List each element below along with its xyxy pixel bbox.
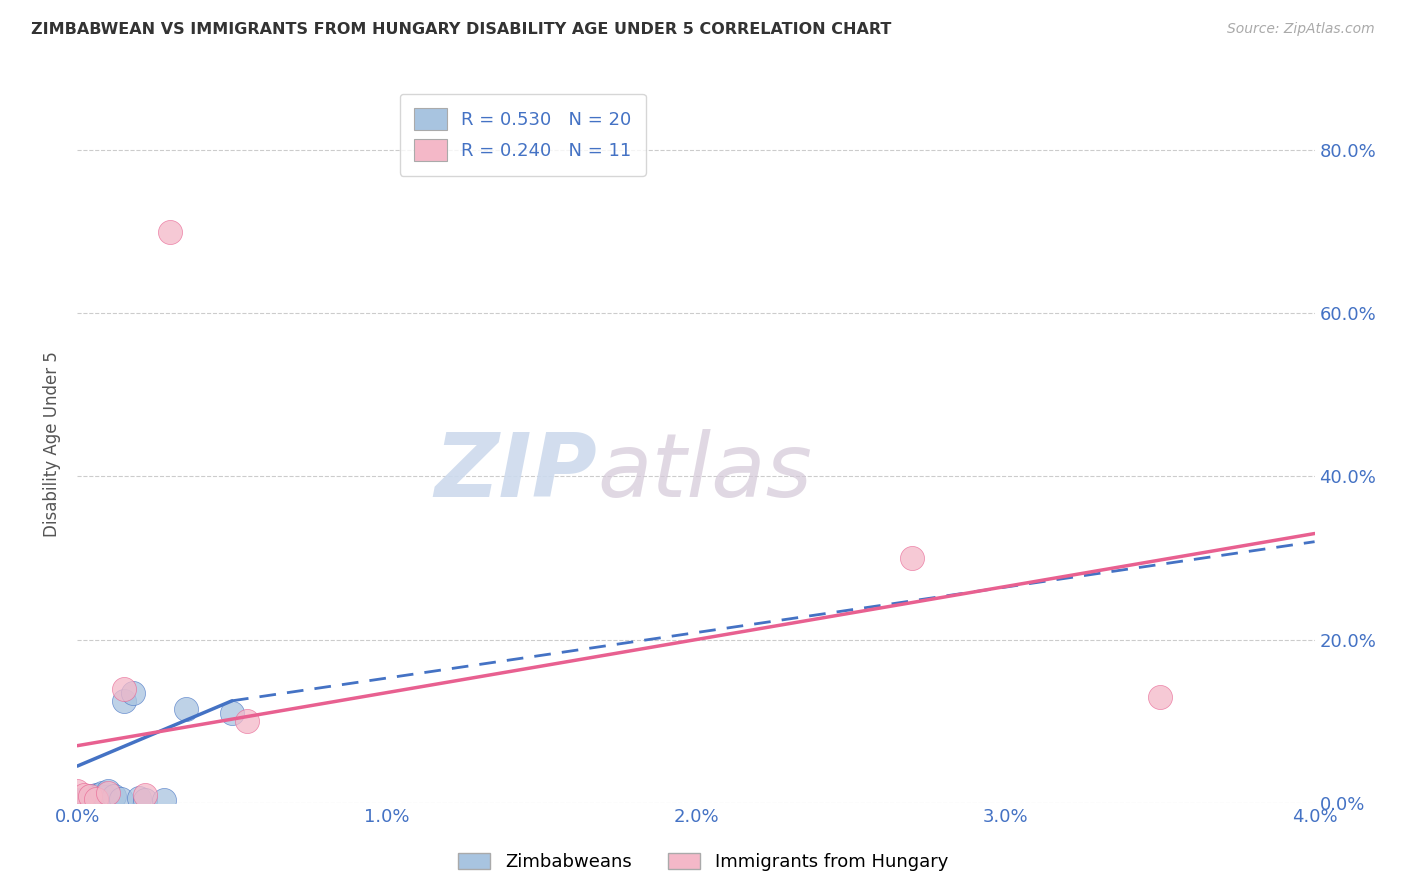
Point	[94, 790, 117, 805]
Point	[134, 792, 156, 806]
Text: ZIP: ZIP	[434, 429, 598, 516]
Point	[97, 786, 120, 800]
Point	[110, 791, 132, 805]
Point	[76, 791, 98, 805]
Point	[69, 794, 91, 808]
Point	[174, 702, 197, 716]
Text: ZIMBABWEAN VS IMMIGRANTS FROM HUNGARY DISABILITY AGE UNDER 5 CORRELATION CHART: ZIMBABWEAN VS IMMIGRANTS FROM HUNGARY DI…	[31, 22, 891, 37]
Point	[128, 791, 150, 805]
Point	[79, 789, 101, 804]
Legend: R = 0.530   N = 20, R = 0.240   N = 11: R = 0.530 N = 20, R = 0.240 N = 11	[399, 94, 645, 176]
Legend: Zimbabweans, Immigrants from Hungary: Zimbabweans, Immigrants from Hungary	[451, 846, 955, 879]
Text: atlas: atlas	[598, 429, 811, 516]
Point	[112, 694, 135, 708]
Point	[122, 686, 145, 700]
Point	[159, 225, 181, 239]
Point	[87, 789, 110, 803]
Point	[79, 789, 101, 804]
Point	[84, 788, 107, 802]
Point	[72, 788, 94, 802]
Point	[84, 791, 107, 805]
Point	[72, 792, 94, 806]
Point	[66, 783, 89, 797]
Point	[236, 714, 259, 729]
Point	[221, 706, 243, 720]
Point	[153, 793, 176, 807]
Text: Source: ZipAtlas.com: Source: ZipAtlas.com	[1227, 22, 1375, 37]
Point	[66, 793, 89, 807]
Point	[134, 788, 156, 802]
Y-axis label: Disability Age Under 5: Disability Age Under 5	[44, 351, 62, 537]
Point	[1149, 690, 1171, 704]
Point	[97, 783, 120, 797]
Point	[112, 681, 135, 696]
Point	[901, 551, 924, 566]
Point	[91, 786, 114, 800]
Point	[82, 791, 104, 805]
Point	[103, 789, 125, 804]
